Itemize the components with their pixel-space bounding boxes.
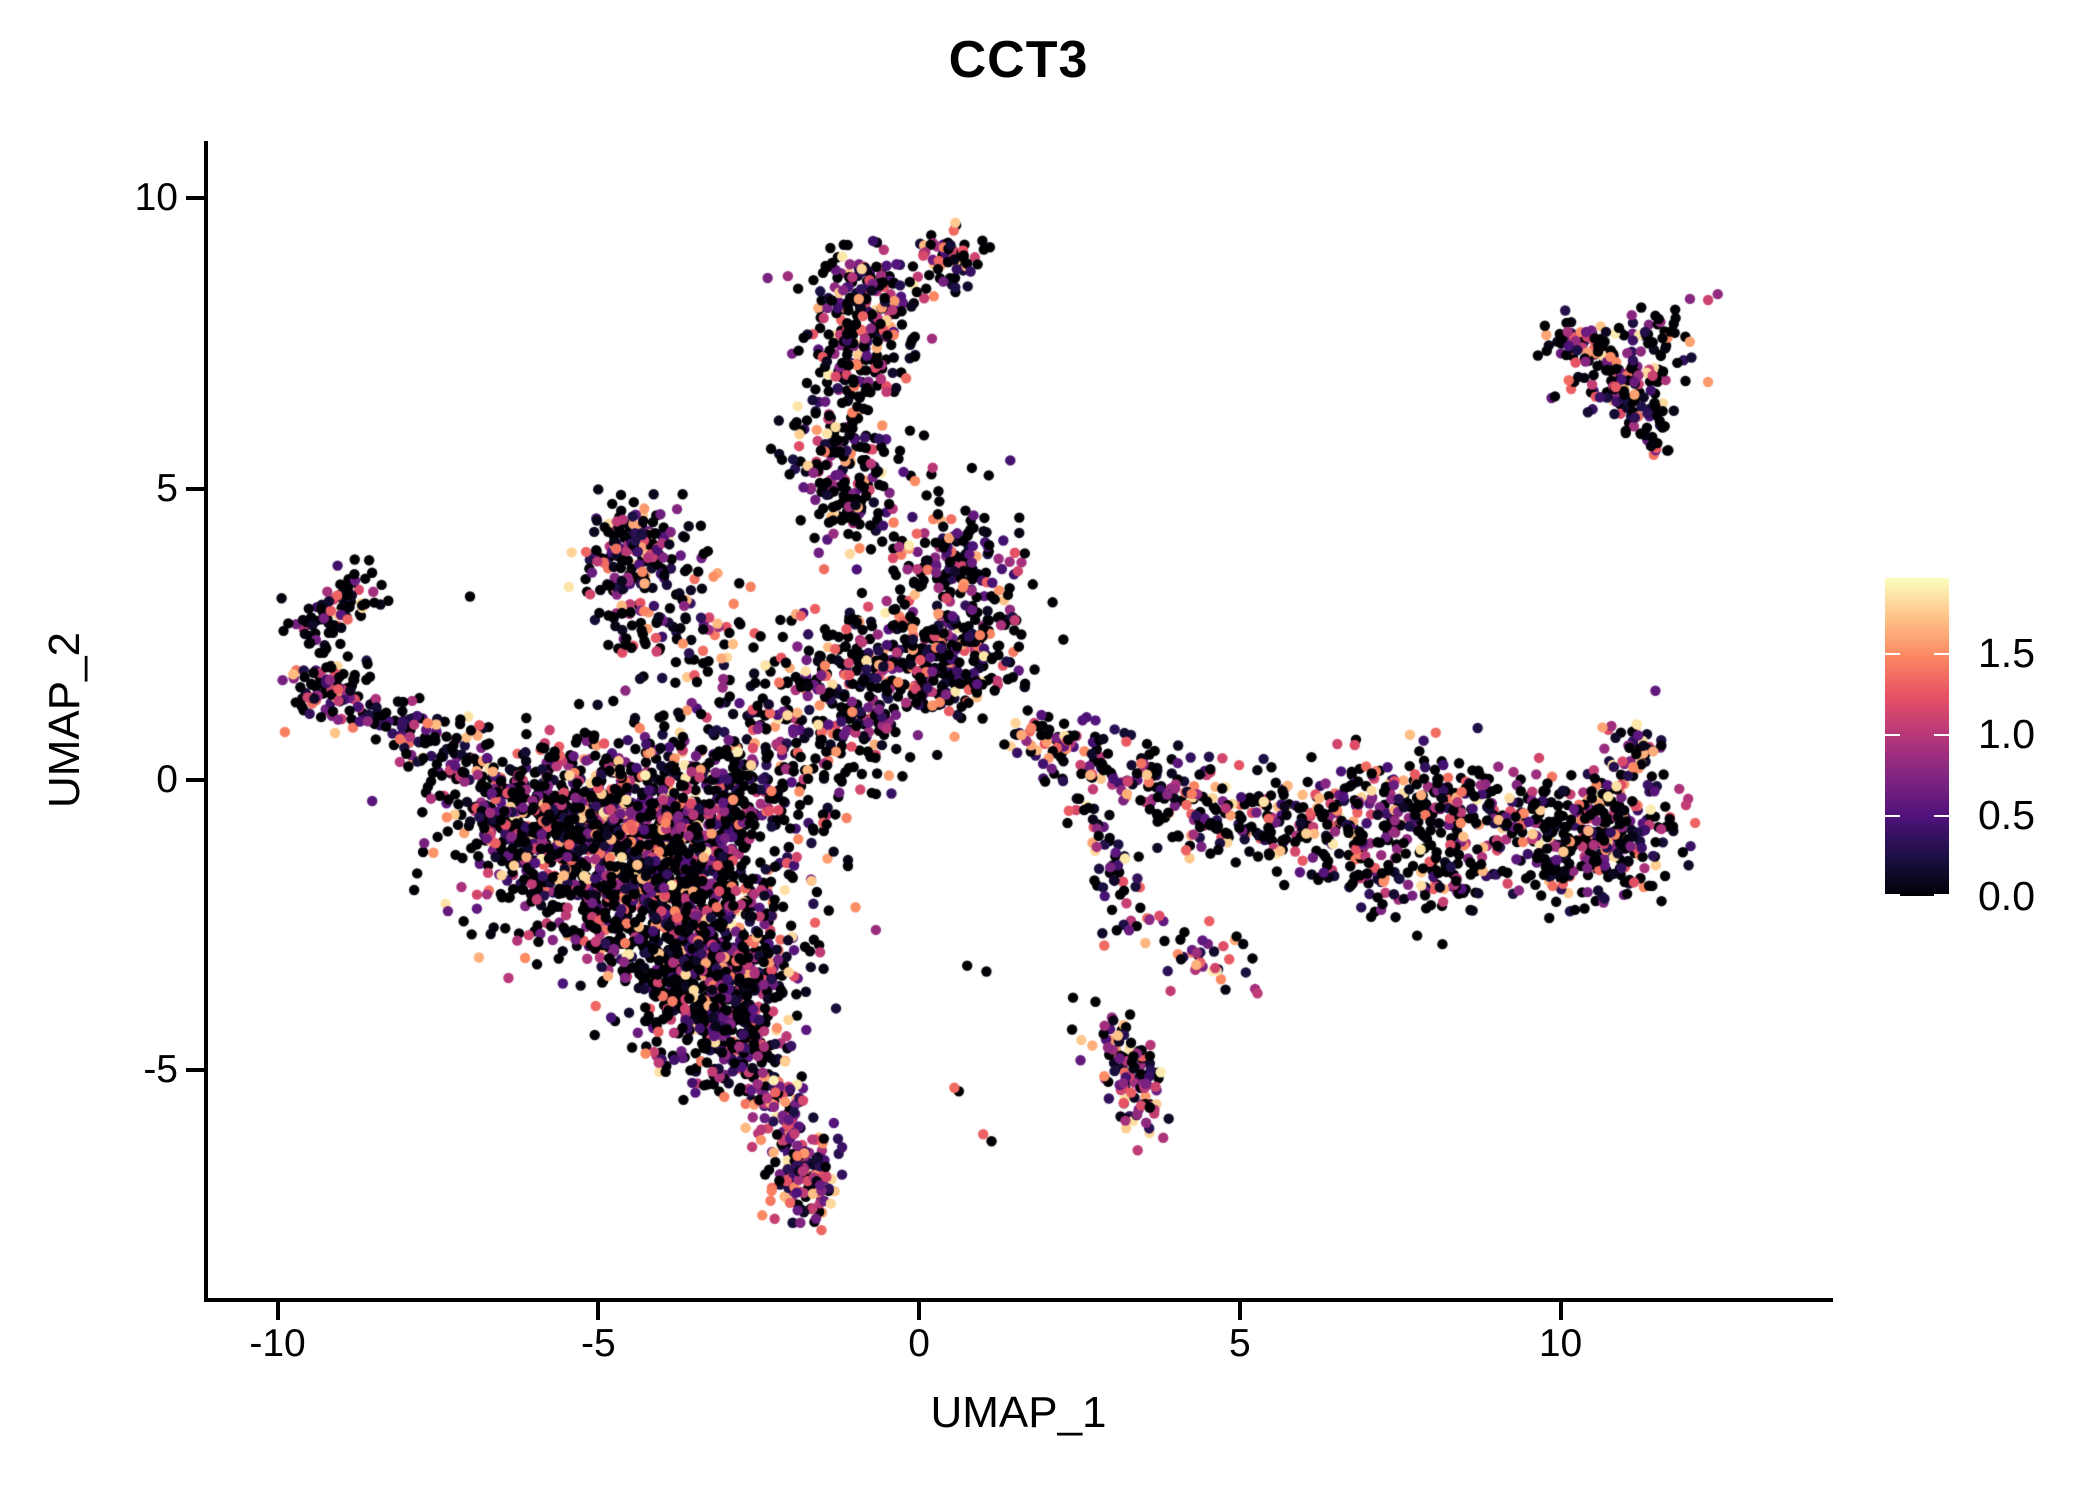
plot-title: CCT3 [948,31,1089,89]
y-tick-label: -5 [143,1048,178,1092]
y-tick-mark [186,777,204,782]
colorbar-gradient [1885,578,1949,896]
y-tick-label: 10 [134,176,178,220]
y-tick-mark [186,486,204,491]
y-tick-mark [186,1068,204,1073]
x-tick-label: -10 [249,1322,306,1365]
colorbar-tick-mark [1934,814,1949,817]
x-axis-title: UMAP_1 [930,1388,1107,1437]
colorbar-tick-label: 0.5 [1978,791,2035,838]
x-tick-mark [1558,1302,1563,1320]
colorbar-tick-mark [1885,652,1900,655]
colorbar-tick-mark [1934,652,1949,655]
colorbar-tick-mark [1885,733,1900,736]
x-tick-label: 10 [1538,1322,1583,1365]
colorbar-tick-label: 1.0 [1978,710,2035,757]
x-tick-mark [275,1302,280,1320]
colorbar-tick-mark [1885,894,1900,896]
x-axis-line [204,1298,1833,1302]
colorbar-tick-label: 1.5 [1978,629,2035,676]
y-axis-line [204,141,208,1302]
x-tick-label: 5 [1228,1322,1251,1365]
x-tick-label: -5 [580,1322,616,1365]
x-tick-mark [917,1302,922,1320]
x-tick-label: 0 [908,1322,930,1365]
y-axis-title: UMAP_2 [40,631,89,809]
colorbar-tick-label: 0.0 [1978,873,2035,919]
x-tick-mark [596,1302,601,1320]
colorbar-tick-mark [1934,733,1949,736]
colorbar [1885,578,1949,896]
x-tick-mark [1237,1302,1242,1320]
scatter-points-canvas [207,143,1830,1300]
y-tick-mark [186,196,204,201]
y-tick-label: 5 [156,466,178,510]
colorbar-tick-mark [1885,814,1900,817]
colorbar-tick-mark [1934,894,1949,896]
y-tick-label: 0 [156,757,178,801]
